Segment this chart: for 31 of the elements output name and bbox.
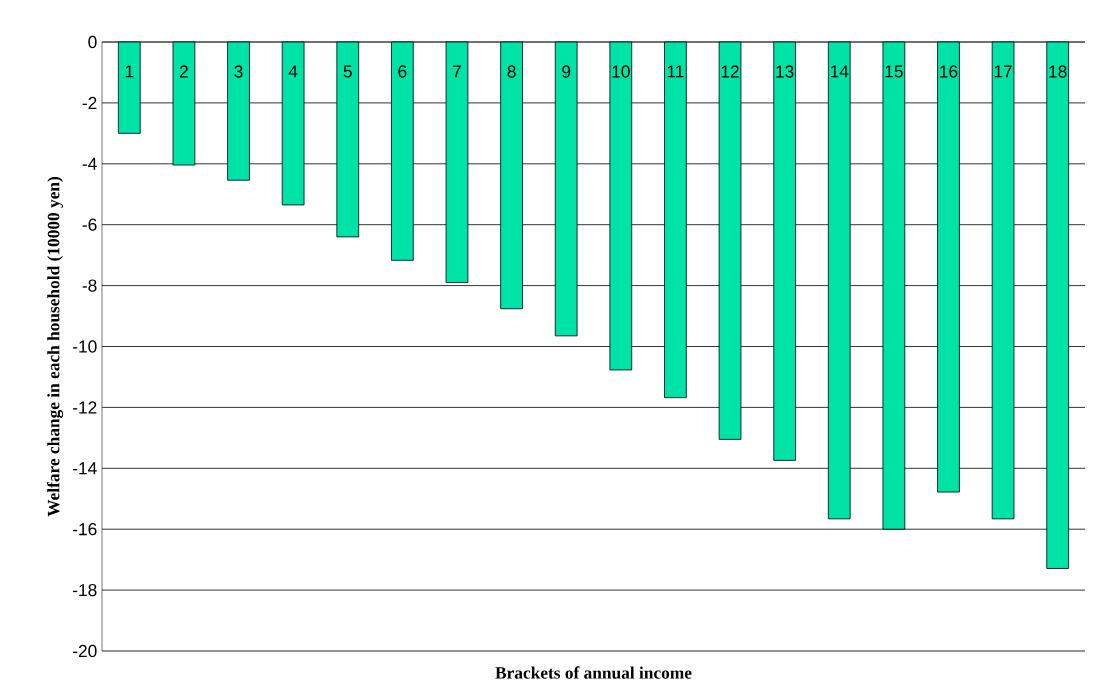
x-tick-label: 13	[776, 65, 794, 78]
x-tick-label: 17	[994, 65, 1012, 78]
x-tick-label: 3	[234, 65, 243, 78]
y-tick-label: -12	[73, 401, 97, 414]
y-tick-label: -2	[82, 96, 97, 109]
x-tick-label: 7	[453, 65, 461, 78]
y-tick-label: 0	[88, 35, 97, 49]
x-tick-label: 18	[1049, 65, 1067, 78]
x-tick-label: 10	[612, 65, 630, 78]
x-tick-label: 12	[721, 65, 739, 78]
y-tick-label: -6	[82, 218, 97, 231]
x-tick-label: 6	[398, 65, 407, 78]
x-tick-label: 15	[885, 65, 903, 78]
x-axis-title: Brackets of annual income	[495, 666, 692, 679]
y-tick-label: -8	[82, 279, 97, 292]
x-tick-label: 4	[288, 65, 298, 78]
y-tick-label: -20	[73, 644, 97, 658]
x-tick-label: 2	[179, 65, 188, 78]
y-axis-title: Welfare change in each household (10000 yen)	[47, 176, 64, 517]
x-tick-label: 8	[507, 65, 516, 78]
x-tick-label: 9	[562, 65, 571, 78]
y-tick-label: -14	[73, 462, 97, 475]
x-tick-label: 16	[940, 65, 958, 78]
x-tick-label: 5	[343, 65, 352, 78]
y-tick-label: -4	[82, 157, 97, 170]
y-tick-label: -10	[73, 340, 97, 353]
y-tick-label: -16	[73, 523, 97, 536]
y-tick-label: -18	[73, 583, 97, 597]
x-tick-label: 11	[667, 65, 684, 78]
x-tick-label: 1	[125, 65, 134, 78]
x-tick-label: 14	[830, 65, 849, 78]
